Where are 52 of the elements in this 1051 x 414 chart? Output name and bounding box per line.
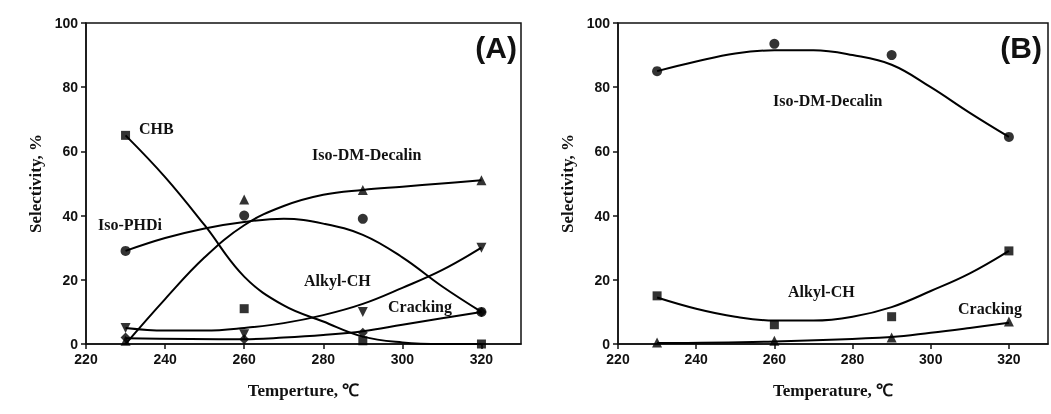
x-tick-label: 320 (997, 351, 1021, 367)
x-tick-label: 300 (919, 351, 943, 367)
x-tick-label: 280 (840, 351, 865, 367)
y-tick-label: 40 (594, 207, 611, 224)
point (476, 175, 487, 186)
x-tick-label: 300 (390, 351, 415, 367)
point (1003, 131, 1014, 142)
y-tick-label: 20 (62, 271, 79, 288)
x-tick-label: 240 (153, 351, 177, 367)
point (239, 194, 250, 205)
point (239, 210, 250, 221)
x-tick-label: 260 (762, 351, 787, 367)
y-tick-label: 0 (602, 336, 611, 352)
point (886, 50, 897, 61)
x-tick-label: 220 (74, 351, 98, 367)
y-tick-label: 60 (594, 143, 611, 160)
point (886, 332, 897, 343)
y-axis-title: Selectivity, % (557, 133, 577, 234)
annotation: (A) (475, 30, 518, 64)
annotation: Iso-DM-Decalin (773, 91, 883, 109)
y-tick-label: 80 (594, 79, 611, 96)
x-axis-title: Temperture, ℃ (247, 381, 360, 400)
y-tick-label: 20 (594, 271, 611, 288)
annotation: Alkyl-CH (788, 282, 856, 301)
point (887, 312, 897, 322)
point (357, 306, 368, 317)
y-tick-label: 100 (54, 15, 79, 31)
annotation: CHB (139, 119, 174, 137)
point (476, 242, 487, 253)
annotation: Cracking (958, 299, 1022, 318)
y-tick-label: 100 (586, 15, 611, 31)
annotation: (B) (1000, 30, 1043, 64)
x-tick-label: 240 (684, 351, 709, 367)
point (120, 322, 131, 333)
annotation: Iso-PHDi (98, 215, 163, 233)
x-tick-label: 280 (311, 351, 336, 367)
point (239, 304, 249, 314)
y-tick-label: 40 (62, 207, 79, 224)
y-tick-label: 0 (70, 336, 79, 352)
x-tick-label: 320 (469, 351, 494, 367)
y-tick-label: 60 (62, 143, 79, 160)
x-tick-label: 220 (606, 351, 630, 367)
y-axis-title: Selectivity, % (25, 133, 45, 234)
x-tick-label: 260 (232, 351, 257, 367)
annotation: Alkyl-CH (304, 271, 372, 290)
x-axis-title: Temperature, ℃ (773, 381, 893, 400)
point (476, 339, 486, 349)
point (357, 213, 368, 224)
annotation: Cracking (388, 297, 452, 316)
y-tick-label: 80 (62, 79, 79, 96)
point (769, 38, 780, 49)
annotation: Iso-DM-Decalin (312, 145, 422, 163)
